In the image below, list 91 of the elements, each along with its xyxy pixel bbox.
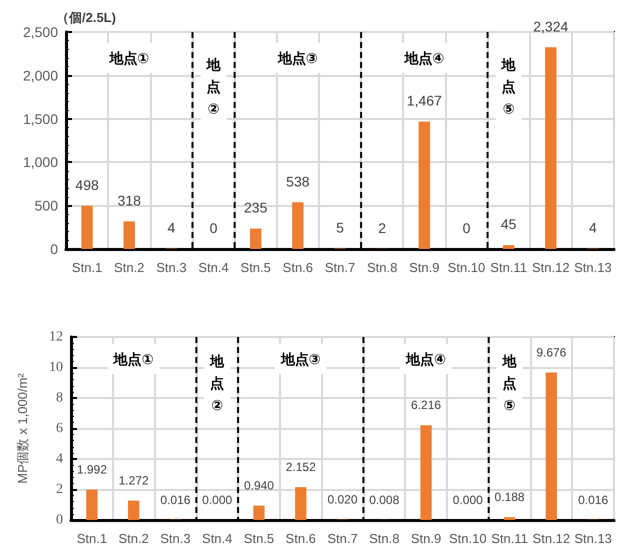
data-label: 4 bbox=[589, 220, 598, 236]
x-tick-label: Stn.1 bbox=[76, 531, 108, 546]
annotation: 地点④ bbox=[403, 50, 444, 66]
data-label: 45 bbox=[500, 216, 517, 232]
data-label: 2 bbox=[378, 220, 386, 236]
data-label: 538 bbox=[286, 173, 310, 190]
x-tick-label: Stn.13 bbox=[574, 260, 612, 275]
data-label: 1.272 bbox=[118, 474, 149, 488]
x-tick-label: Stn.3 bbox=[156, 260, 187, 275]
data-label: 0.020 bbox=[327, 492, 358, 507]
x-tick-label: Stn.11 bbox=[490, 260, 527, 275]
y-axis-title: （個/2.5L) bbox=[56, 10, 116, 25]
x-tick-label: Stn.2 bbox=[114, 260, 144, 275]
x-tick-label: Stn.11 bbox=[491, 531, 528, 546]
bar bbox=[292, 202, 304, 249]
annotation: 地点① bbox=[112, 350, 154, 367]
bar bbox=[86, 490, 98, 520]
x-tick-label: Stn.6 bbox=[282, 260, 314, 275]
x-tick-label: Stn.8 bbox=[369, 531, 400, 546]
y-tick-label: 2 bbox=[56, 482, 63, 497]
y-tick-label: 0 bbox=[56, 512, 63, 528]
annotation: 地点④ bbox=[405, 350, 446, 367]
bar bbox=[128, 500, 140, 520]
x-tick-label: Stn.12 bbox=[532, 531, 570, 546]
x-tick-label: Stn.6 bbox=[286, 531, 316, 546]
bar bbox=[502, 245, 514, 249]
data-label: 318 bbox=[118, 192, 142, 208]
bar bbox=[418, 122, 430, 249]
data-label: 4 bbox=[167, 220, 176, 236]
annotation: 地点⑤ bbox=[500, 56, 517, 116]
data-label: 0.008 bbox=[369, 492, 400, 507]
x-tick-label: Stn.8 bbox=[366, 260, 398, 275]
data-label: 0 bbox=[462, 220, 471, 236]
annotation: 地点⑤ bbox=[502, 352, 518, 413]
y-tick-label: 1,000 bbox=[22, 154, 58, 170]
data-label: 0.188 bbox=[494, 490, 525, 504]
x-tick-label: Stn.10 bbox=[449, 531, 487, 546]
y-tick-label: 6 bbox=[56, 421, 63, 436]
data-label: 235 bbox=[244, 200, 268, 216]
bar bbox=[420, 425, 432, 520]
data-label: 498 bbox=[75, 176, 99, 193]
data-label: 5 bbox=[336, 220, 344, 236]
bar bbox=[81, 206, 93, 249]
annotation: 地点② bbox=[206, 56, 222, 116]
x-tick-label: Stn.9 bbox=[409, 260, 440, 275]
x-tick-label: Stn.10 bbox=[448, 260, 486, 275]
data-label: 0 bbox=[210, 220, 218, 236]
data-label: 0.016 bbox=[160, 492, 191, 507]
y-tick-label: 2,500 bbox=[22, 24, 58, 40]
bar bbox=[546, 372, 557, 520]
bar bbox=[295, 487, 306, 520]
y-tick-label: 8 bbox=[56, 390, 63, 406]
y-axis-title: MP個数 x 1,000/m² bbox=[15, 372, 30, 484]
x-tick-label: Stn.5 bbox=[240, 260, 271, 275]
data-label: 1.992 bbox=[76, 462, 108, 477]
bar bbox=[124, 221, 135, 249]
x-tick-label: Stn.3 bbox=[160, 531, 191, 546]
bar bbox=[250, 228, 262, 249]
y-tick-label: 0 bbox=[50, 241, 58, 257]
x-tick-label: Stn.4 bbox=[202, 531, 232, 546]
y-tick-label: 4 bbox=[56, 452, 63, 466]
annotation: 地点① bbox=[108, 50, 150, 66]
data-label: 2,324 bbox=[533, 18, 568, 34]
y-tick-label: 500 bbox=[34, 198, 58, 214]
bar bbox=[504, 517, 516, 520]
bar bbox=[545, 47, 556, 249]
annotation: 地点③ bbox=[280, 350, 321, 367]
x-tick-label: Stn.9 bbox=[410, 531, 442, 546]
x-tick-label: Stn.12 bbox=[532, 260, 570, 275]
y-tick-label: 10 bbox=[49, 360, 63, 375]
x-tick-label: Stn.5 bbox=[244, 531, 274, 546]
y-tick-label: 1,500 bbox=[22, 110, 58, 127]
data-label: 9.676 bbox=[536, 345, 567, 360]
data-label: 0.016 bbox=[578, 492, 608, 507]
x-tick-label: Stn.4 bbox=[198, 260, 229, 275]
data-label: 0.940 bbox=[244, 478, 274, 493]
annotation: 地点② bbox=[209, 352, 226, 413]
x-tick-label: Stn.1 bbox=[72, 260, 102, 275]
data-label: 6.216 bbox=[411, 398, 442, 412]
bar bbox=[253, 506, 265, 520]
data-label: 0.000 bbox=[452, 493, 484, 507]
data-label: 0.000 bbox=[202, 493, 233, 507]
annotation: 地点③ bbox=[276, 50, 318, 66]
x-tick-label: Stn.2 bbox=[118, 531, 149, 546]
y-tick-label: 2,000 bbox=[22, 67, 58, 84]
data-label: 2.152 bbox=[286, 460, 316, 474]
y-tick-label: 12 bbox=[49, 330, 63, 344]
x-tick-label: Stn.13 bbox=[574, 531, 612, 546]
x-tick-label: Stn.7 bbox=[324, 260, 356, 275]
data-label: 1,467 bbox=[406, 92, 442, 109]
x-tick-label: Stn.7 bbox=[327, 531, 358, 546]
